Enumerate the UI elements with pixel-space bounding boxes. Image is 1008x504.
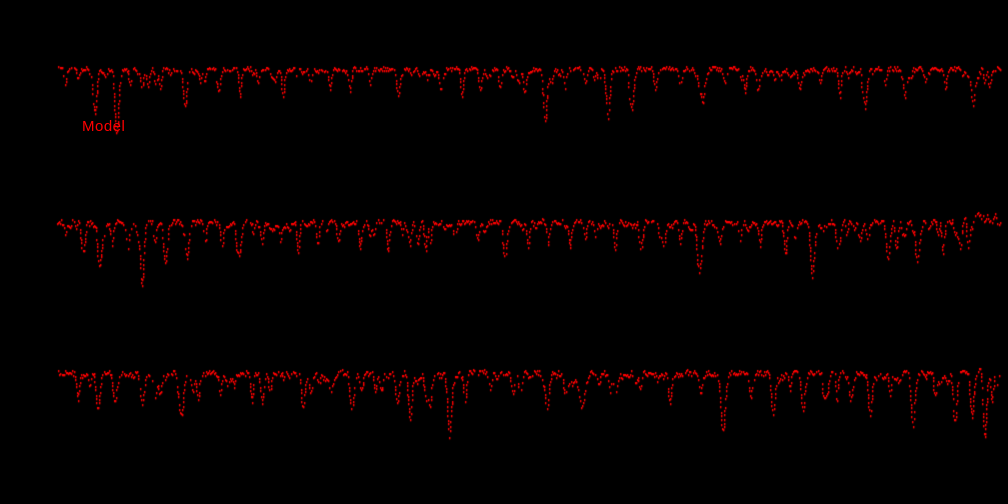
model-legend-label: Model [82, 118, 126, 135]
